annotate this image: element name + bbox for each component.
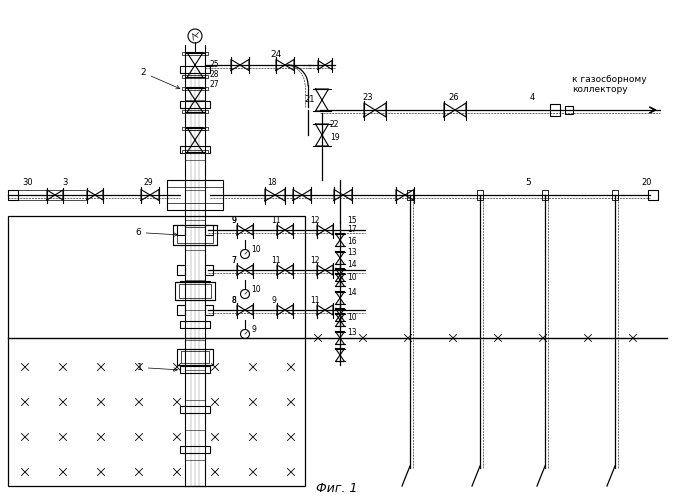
Text: 20: 20 (641, 178, 651, 187)
Text: 6: 6 (135, 228, 178, 237)
Text: к газосборному
коллектору: к газосборному коллектору (572, 74, 647, 94)
Bar (182, 75, 208, 78)
Text: 26: 26 (448, 93, 458, 102)
Text: 19: 19 (330, 133, 340, 142)
Bar (180, 366, 210, 373)
Circle shape (240, 250, 250, 258)
Text: 1: 1 (137, 363, 178, 372)
Bar (167, 180, 223, 210)
Text: 9: 9 (231, 216, 236, 225)
Bar (180, 446, 210, 453)
Bar (477, 190, 483, 200)
Text: 5: 5 (525, 178, 531, 187)
Text: 10: 10 (251, 245, 261, 254)
Text: 12: 12 (310, 216, 319, 225)
Bar (173, 225, 217, 245)
Bar (177, 305, 185, 315)
Circle shape (188, 29, 202, 43)
Text: 13: 13 (347, 328, 356, 337)
Bar (180, 321, 210, 328)
Bar (542, 190, 548, 200)
Bar (8, 190, 18, 200)
Bar (182, 52, 208, 55)
Circle shape (240, 290, 250, 298)
Bar (180, 236, 210, 243)
Text: 24: 24 (270, 50, 281, 59)
Text: 15: 15 (347, 216, 356, 225)
Text: 18: 18 (267, 178, 277, 187)
Bar (180, 281, 210, 288)
Text: 25: 25 (209, 60, 219, 69)
Bar (177, 265, 185, 275)
Text: 11: 11 (310, 296, 319, 305)
Bar (182, 127, 208, 130)
Text: 4: 4 (530, 93, 535, 102)
Bar (182, 150, 208, 153)
Text: 7: 7 (231, 256, 236, 265)
Text: 10: 10 (347, 273, 356, 282)
Bar (180, 191, 210, 198)
Bar (180, 406, 210, 413)
Text: 8: 8 (231, 296, 236, 305)
Text: 23: 23 (362, 93, 373, 102)
Text: 3: 3 (62, 178, 68, 187)
Bar (182, 110, 208, 113)
Text: 16: 16 (347, 237, 356, 246)
Text: 12: 12 (310, 256, 319, 265)
Bar (179, 284, 211, 298)
Bar (648, 190, 658, 200)
Text: 29: 29 (143, 178, 153, 187)
Text: Фиг. 1: Фиг. 1 (317, 482, 358, 495)
Text: 27: 27 (209, 80, 219, 89)
Bar (181, 351, 209, 363)
Bar (407, 190, 413, 200)
Text: 9: 9 (271, 296, 276, 305)
Bar (180, 66, 210, 73)
Bar (180, 101, 210, 108)
Circle shape (240, 330, 250, 338)
Text: 8: 8 (231, 296, 236, 305)
Text: 11: 11 (271, 256, 281, 265)
Text: 9: 9 (231, 216, 236, 225)
Text: 21: 21 (304, 95, 315, 104)
Text: 14: 14 (347, 260, 356, 269)
Bar (180, 146, 210, 153)
Text: 11: 11 (271, 216, 281, 225)
Text: 2: 2 (140, 68, 180, 89)
Bar (612, 190, 618, 200)
Bar (205, 265, 213, 275)
Bar (205, 305, 213, 315)
Text: 17: 17 (347, 225, 356, 234)
Text: 10: 10 (347, 313, 356, 322)
Text: 10: 10 (251, 285, 261, 294)
Text: 30: 30 (22, 178, 32, 187)
Bar (205, 225, 213, 235)
Text: 13: 13 (347, 248, 356, 257)
Text: 22: 22 (330, 120, 340, 129)
Text: 9: 9 (251, 325, 256, 334)
Text: 28: 28 (209, 70, 219, 79)
Bar (177, 227, 213, 243)
Bar (177, 349, 213, 365)
Text: 7: 7 (231, 256, 236, 265)
Bar (8, 216, 305, 486)
Text: 14: 14 (347, 288, 356, 297)
Bar (565, 106, 573, 114)
Bar (550, 104, 560, 116)
Bar (177, 225, 185, 235)
Bar (175, 282, 215, 300)
Bar (182, 87, 208, 90)
